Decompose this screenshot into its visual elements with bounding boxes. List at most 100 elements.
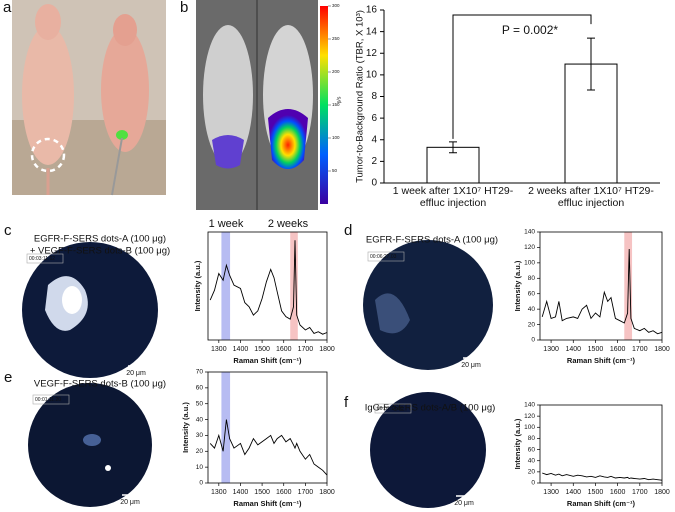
- annotation: P = 0.002*: [502, 23, 558, 37]
- y-tick-label: 40: [196, 416, 204, 423]
- y-tick-label: 0: [531, 337, 535, 344]
- sers-image-f: [370, 392, 486, 508]
- x-tick-label: 1700: [298, 489, 314, 496]
- y-tick-label: 20: [196, 448, 204, 455]
- photo-mice: [12, 0, 166, 196]
- x-tick-label: 1 week after 1X10⁷ HT29-effluc injection: [392, 185, 514, 209]
- x-tick-label: 1800: [654, 346, 670, 353]
- x-tick-label: 1800: [319, 346, 335, 353]
- spectrum-line: [209, 419, 328, 476]
- x-tick-label-box: 1 week after 1X10⁷ HT29-effluc injection: [392, 185, 514, 209]
- timestamp: 00:01:14.80: [377, 406, 404, 412]
- timestamp: 00:03:11.62: [29, 256, 55, 262]
- y-tick-label: 40: [528, 457, 536, 464]
- y-tick-label: 70: [196, 369, 204, 376]
- y-tick-label: 2: [371, 156, 377, 167]
- significance-bracket: [452, 14, 592, 139]
- sers-image-e: [28, 383, 152, 507]
- plot-frame: [539, 231, 663, 341]
- x-tick-label: 1800: [319, 489, 335, 496]
- x-tick-label: 1500: [254, 346, 270, 353]
- timestamp: 00:01:11.20: [35, 397, 61, 403]
- panel-label: a: [3, 0, 12, 16]
- bioluminescence-image: [196, 0, 328, 210]
- panel-label: f: [344, 394, 349, 411]
- x-tick-label-box: 2 weeks after 1X10⁷ HT29-effluc injectio…: [528, 185, 654, 209]
- colorbar-tick-label: 200: [332, 69, 340, 74]
- x-tick-label: 1300: [211, 489, 227, 496]
- y-tick-label: 50: [196, 400, 204, 407]
- timestamp-box: [374, 403, 412, 414]
- y-tick-label: 10: [196, 464, 204, 471]
- colorbar-tick-label: 150: [332, 102, 340, 107]
- y-tick-label: 100: [524, 424, 535, 431]
- x-axis-label: Raman Shift (cm⁻¹): [567, 499, 636, 508]
- x-axis-label: Raman Shift (cm⁻¹): [567, 356, 636, 365]
- x-tick-label: 1600: [610, 346, 626, 353]
- y-tick-label: 20: [528, 321, 536, 328]
- y-tick-label: 140: [524, 229, 535, 236]
- timestamp-box: [26, 253, 64, 264]
- y-tick-label: 20: [528, 469, 536, 476]
- x-tick-label: 1500: [254, 489, 270, 496]
- image-label: 2 weeks: [268, 218, 309, 230]
- x-axis-label: Raman Shift (cm⁻¹): [233, 499, 302, 508]
- timestamp-box: [32, 394, 70, 405]
- error-bar: [449, 141, 457, 154]
- y-tick-label: 0: [199, 480, 203, 487]
- spectrum-line: [542, 472, 663, 481]
- x-tick-label: 2 weeks after 1X10⁷ HT29-effluc injectio…: [528, 185, 654, 209]
- panel-label: e: [4, 369, 12, 386]
- y-tick-label: 60: [196, 385, 204, 392]
- sers-image-d: [363, 240, 493, 370]
- y-axis-label: Intensity (a.u.): [513, 260, 522, 311]
- y-tick-label: 16: [366, 5, 378, 16]
- image-label: 1 week: [209, 218, 244, 230]
- x-tick-label: 1500: [588, 489, 604, 496]
- y-tick-label: 80: [528, 435, 536, 442]
- y-tick-label: 10: [366, 70, 378, 81]
- x-tick-label: 1400: [565, 489, 581, 496]
- x-tick-label: 1600: [276, 346, 292, 353]
- panel-label: d: [344, 222, 352, 239]
- highlight-band: [221, 232, 231, 340]
- y-tick-label: 80: [528, 275, 536, 282]
- x-tick-label: 1400: [565, 346, 581, 353]
- x-tick-label: 1700: [632, 346, 648, 353]
- y-axis-label: Tumor-to-Background Ratio (TBR, X 10³): [355, 10, 366, 183]
- x-tick-label: 1700: [632, 489, 648, 496]
- y-axis-label: Intensity (a.u.): [193, 260, 202, 311]
- panel-title: VEGF-F-SERS dots-B (100 μg): [34, 379, 166, 390]
- x-tick-label: 1600: [610, 489, 626, 496]
- y-tick-label: 12: [366, 48, 378, 59]
- y-tick-label: 40: [528, 306, 536, 313]
- y-tick-label: 140: [524, 402, 535, 409]
- panel-title: + VEGF-F-SERS dots-B (100 μg): [30, 246, 170, 257]
- x-tick-label: 1300: [543, 489, 559, 496]
- y-tick-label: 30: [196, 432, 204, 439]
- y-tick-label: 8: [371, 91, 377, 102]
- y-tick-label: 4: [371, 134, 377, 145]
- plot-frame: [539, 404, 663, 484]
- y-tick-label: 0: [371, 178, 377, 189]
- scale-label: 20 μm: [454, 500, 474, 507]
- colorbar-tick-label: 250: [332, 36, 340, 41]
- x-tick-label: 1400: [233, 346, 249, 353]
- panel-title: EGFR-F-SERS dots-A (100 μg): [366, 235, 498, 246]
- colorbar-tick-label: 50: [332, 168, 338, 173]
- x-tick-label: 1300: [211, 346, 227, 353]
- x-tick-label: 1700: [298, 346, 314, 353]
- x-axis-label: Raman Shift (cm⁻¹): [233, 356, 302, 365]
- panel-title: IgG-F-SERS dots-A/B (100 μg): [365, 403, 496, 414]
- y-tick-label: 60: [528, 446, 536, 453]
- y-tick-label: 14: [366, 26, 378, 37]
- scale-label: 20 μm: [461, 362, 481, 369]
- y-tick-label: 6: [371, 113, 377, 124]
- x-tick-label: 1500: [588, 346, 604, 353]
- plot-frame: [207, 231, 328, 341]
- timestamp: 00:06:27.03: [370, 254, 397, 260]
- colorbar-unit: p/s: [336, 96, 342, 103]
- y-tick-label: 0: [531, 480, 535, 487]
- x-tick-label: 1400: [233, 489, 249, 496]
